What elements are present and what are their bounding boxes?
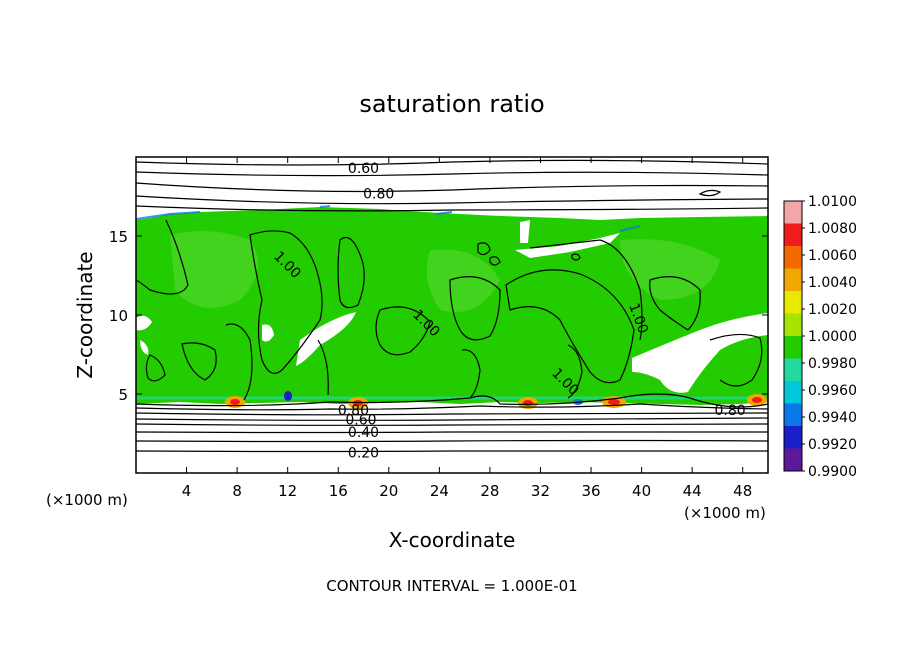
plot-area: 0.600.801.001.00 1.001.000.800.800.600.40… — [136, 157, 768, 473]
x-tick-label: 40 — [632, 482, 651, 500]
x-tick-label: 44 — [683, 482, 702, 500]
colorbar-swatch — [784, 403, 802, 427]
cloud-edge-blue — [136, 205, 641, 232]
contour-label: 0.80 — [714, 403, 745, 419]
colorbar: 1.0100 1.0080 1.0060 1.0040 1.0020 1.0000 0.99… — [783, 194, 857, 480]
colorbar-swatch — [784, 201, 802, 224]
colorbar-tick-label: 1.0080 — [808, 221, 857, 237]
contour-label: 0.60 — [345, 412, 376, 428]
colorbar-tick-label: 0.9960 — [808, 383, 857, 399]
y-axis-title: Z-coordinate — [73, 251, 97, 378]
colorbar-tick-label: 1.0020 — [808, 302, 857, 318]
chart-title: saturation ratio — [359, 90, 544, 118]
x-tick-label: 16 — [329, 482, 348, 500]
colorbar-tick-label: 0.9940 — [808, 410, 857, 426]
colorbar-tick-label: 0.9980 — [808, 356, 857, 372]
colorbar-swatch — [784, 313, 802, 337]
cloud-patch — [170, 231, 720, 312]
colorbar-swatch — [784, 223, 802, 247]
y-tick-label: 10 — [109, 307, 128, 325]
colorbar-swatch — [784, 291, 802, 314]
colorbar-tick-label: 1.0000 — [808, 329, 857, 345]
contour-interval: CONTOUR INTERVAL = 1.000E-01 — [326, 577, 577, 595]
y-tick-label: 15 — [109, 228, 128, 246]
colorbar-swatch — [784, 336, 802, 359]
y-tick-label: 5 — [118, 386, 128, 404]
colorbar-swatch — [784, 246, 802, 269]
x-tick-label: 4 — [182, 482, 192, 500]
x-tick-label: 20 — [379, 482, 398, 500]
x-unit-label-right: (×1000 m) — [684, 504, 766, 522]
colorbar-tick-label: 1.0060 — [808, 248, 857, 264]
x-tick-label: 24 — [430, 482, 449, 500]
contour-label: 0.40 — [348, 425, 379, 441]
colorbar-tick-label: 1.0100 — [808, 194, 857, 210]
contour-lines — [136, 159, 768, 453]
x-tick-label: 28 — [480, 482, 499, 500]
x-axis-title: X-coordinate — [389, 528, 516, 552]
y-ticks: 5 10 15 — [109, 228, 768, 404]
x-tick-label: 8 — [232, 482, 242, 500]
contour-label: 0.80 — [363, 186, 394, 202]
colorbar-tick-label: 0.9900 — [808, 464, 857, 480]
colorbar-tick-label: 0.9920 — [808, 437, 857, 453]
contour-label: 0.60 — [348, 161, 379, 177]
x-tick-label: 48 — [733, 482, 752, 500]
colorbar-tick-label: 1.0040 — [808, 275, 857, 291]
colorbar-swatch — [784, 448, 802, 472]
x-tick-label: 32 — [531, 482, 550, 500]
x-tick-label: 12 — [278, 482, 297, 500]
contour-label: 0.80 — [338, 403, 369, 419]
contour-label: 0.20 — [348, 445, 379, 461]
colorbar-swatch — [784, 426, 802, 449]
colorbar-swatch — [784, 381, 802, 404]
x-tick-label: 36 — [581, 482, 600, 500]
colorbar-swatch — [784, 268, 802, 292]
x-ticks: 4 8 12 16 20 24 28 32 36 40 44 48 — [182, 157, 752, 500]
x-unit-label: (×1000 m) — [46, 491, 128, 509]
colorbar-swatch — [784, 358, 802, 382]
